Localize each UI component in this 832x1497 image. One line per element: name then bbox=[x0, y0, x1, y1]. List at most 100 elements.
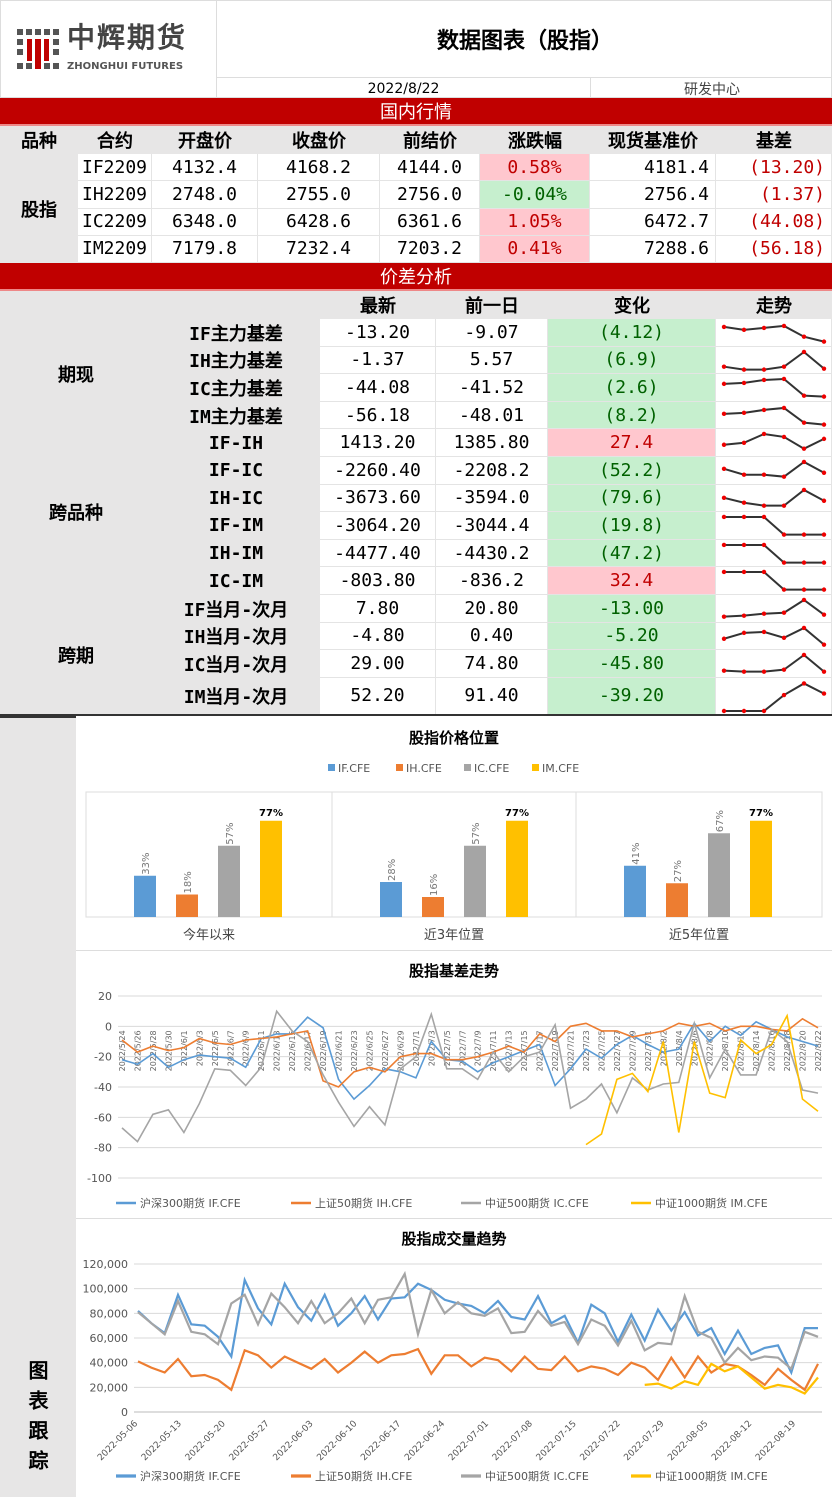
x-tick-label: 2022/7/7 bbox=[458, 1030, 467, 1066]
legend-label: 中证500期货 IC.CFE bbox=[485, 1196, 589, 1210]
x-tick-label: 2022-08-12 bbox=[710, 1419, 754, 1463]
sparkline-point bbox=[721, 442, 727, 448]
spread-name: IC主力基差 bbox=[152, 374, 320, 402]
col-header: 开盘价 bbox=[152, 126, 258, 154]
spread-name: IC-IM bbox=[152, 567, 320, 595]
sparkline-point bbox=[721, 636, 727, 641]
spread-prev: 20.80 bbox=[436, 595, 548, 623]
market-basis: (13.20) bbox=[716, 154, 832, 182]
group-label: 股指 bbox=[0, 154, 78, 263]
sparkline-point bbox=[741, 630, 747, 635]
market-open: 6348.0 bbox=[152, 208, 258, 236]
logo-en: ZHONGHUI FUTURES bbox=[67, 61, 184, 72]
spread-prev: -41.52 bbox=[436, 374, 548, 402]
sparkline-point bbox=[801, 487, 807, 492]
legend-label: 沪深300期货 IF.CFE bbox=[140, 1196, 241, 1210]
x-tick-label: 2022/6/27 bbox=[381, 1030, 390, 1071]
sparkline-point bbox=[781, 435, 787, 440]
spread-latest: 29.00 bbox=[320, 650, 436, 678]
x-tick-label: 2022/6/3 bbox=[195, 1030, 204, 1066]
volume-trend-chart: 股指成交量趋势 120,000 100,000 80,000 60,000 40,000 2… bbox=[76, 1218, 832, 1497]
series-line bbox=[644, 1362, 819, 1395]
col-header: 收盘价 bbox=[258, 126, 380, 154]
sparkline-point bbox=[821, 394, 827, 400]
section-market: 国内行情 bbox=[0, 98, 832, 126]
bar bbox=[464, 845, 486, 917]
market-contract: IF2209 bbox=[78, 154, 152, 182]
legend-label: 中证1000期货 IM.CFE bbox=[655, 1469, 768, 1483]
bar bbox=[176, 894, 198, 917]
x-tick-label: 2022/6/25 bbox=[365, 1030, 374, 1071]
sparkline bbox=[716, 595, 832, 623]
spread-name: IF主力基差 bbox=[152, 319, 320, 347]
sparkline-point bbox=[761, 377, 767, 383]
spread-change: 27.4 bbox=[548, 429, 716, 457]
market-chg: 0.58% bbox=[480, 154, 590, 182]
sparkline bbox=[716, 622, 832, 651]
market-contract: IC2209 bbox=[78, 208, 152, 236]
spread-latest: -56.18 bbox=[320, 401, 436, 430]
spread-name: IH-IC bbox=[152, 484, 320, 513]
market-settle: 2756.0 bbox=[380, 181, 480, 209]
sparkline-point bbox=[781, 560, 787, 565]
x-tick-label: 2022/6/9 bbox=[242, 1030, 251, 1066]
series-line bbox=[121, 1009, 819, 1143]
logo: 中辉期货 ZHONGHUI FUTURES bbox=[1, 1, 217, 99]
legend-label: IH.CFE bbox=[406, 762, 442, 775]
table-bottom-border bbox=[0, 714, 832, 716]
sparkline-point bbox=[741, 514, 747, 520]
sparkline-point bbox=[821, 669, 827, 675]
market-contract: IH2209 bbox=[78, 181, 152, 209]
market-open: 2748.0 bbox=[152, 181, 258, 209]
sparkline-point bbox=[741, 410, 747, 415]
group-label: 跨品种 bbox=[0, 429, 152, 595]
spread-name: IM主力基差 bbox=[152, 401, 320, 430]
x-tick-label: 2022/7/29 bbox=[628, 1030, 637, 1071]
sparkline-point bbox=[721, 466, 727, 472]
sparkline-point bbox=[721, 708, 727, 713]
spread-name: IH主力基差 bbox=[152, 346, 320, 375]
spread-change: (2.6) bbox=[548, 374, 716, 402]
sparkline-point bbox=[721, 570, 727, 575]
sparkline-point bbox=[821, 437, 827, 442]
spread-latest: -1.37 bbox=[320, 346, 436, 375]
sparkline-point bbox=[781, 532, 787, 538]
x-tick-label: 2022/6/5 bbox=[211, 1030, 220, 1066]
y-tick-label: -60 bbox=[94, 1111, 112, 1124]
legend-label: 中证500期货 IC.CFE bbox=[485, 1469, 589, 1483]
spread-prev: -4430.2 bbox=[436, 539, 548, 568]
sparkline-point bbox=[801, 459, 807, 465]
data-label: 16% bbox=[429, 874, 440, 896]
sparkline-point bbox=[781, 474, 787, 479]
sparkline-point bbox=[761, 325, 767, 331]
sparkline-point bbox=[821, 366, 827, 371]
category-label: 今年以来 bbox=[183, 927, 235, 943]
data-label: 33% bbox=[141, 853, 152, 875]
col-header: 现货基准价 bbox=[590, 126, 716, 154]
x-tick-label: 2022/8/12 bbox=[737, 1030, 746, 1071]
sparkline-point bbox=[801, 587, 807, 593]
x-tick-label: 2022/6/17 bbox=[304, 1030, 313, 1071]
x-tick-label: 2022/6/7 bbox=[226, 1030, 235, 1066]
bar bbox=[708, 833, 730, 917]
bar bbox=[666, 883, 688, 917]
sparkline-point bbox=[801, 681, 807, 686]
data-label: 57% bbox=[225, 823, 236, 845]
spread-change: (52.2) bbox=[548, 457, 716, 485]
x-tick-label: 2022-07-22 bbox=[579, 1419, 623, 1463]
y-tick-label: 0 bbox=[105, 1020, 112, 1033]
y-tick-label: -40 bbox=[94, 1081, 112, 1094]
logo-mark-icon bbox=[17, 29, 59, 69]
legend-label: 上证50期货 IH.CFE bbox=[315, 1196, 412, 1210]
sparkline-point bbox=[801, 532, 807, 538]
x-tick-label: 2022-07-08 bbox=[491, 1419, 535, 1463]
spread-prev: 91.40 bbox=[436, 677, 548, 715]
spread-change: (79.6) bbox=[548, 484, 716, 513]
x-tick-label: 2022/6/11 bbox=[257, 1030, 266, 1071]
x-tick-label: 2022-07-29 bbox=[622, 1419, 666, 1463]
x-tick-label: 2022/6/1 bbox=[180, 1030, 189, 1066]
col-header: 前结价 bbox=[380, 126, 480, 154]
spread-prev: 0.40 bbox=[436, 622, 548, 651]
market-settle: 6361.6 bbox=[380, 208, 480, 236]
spread-change: -39.20 bbox=[548, 677, 716, 715]
